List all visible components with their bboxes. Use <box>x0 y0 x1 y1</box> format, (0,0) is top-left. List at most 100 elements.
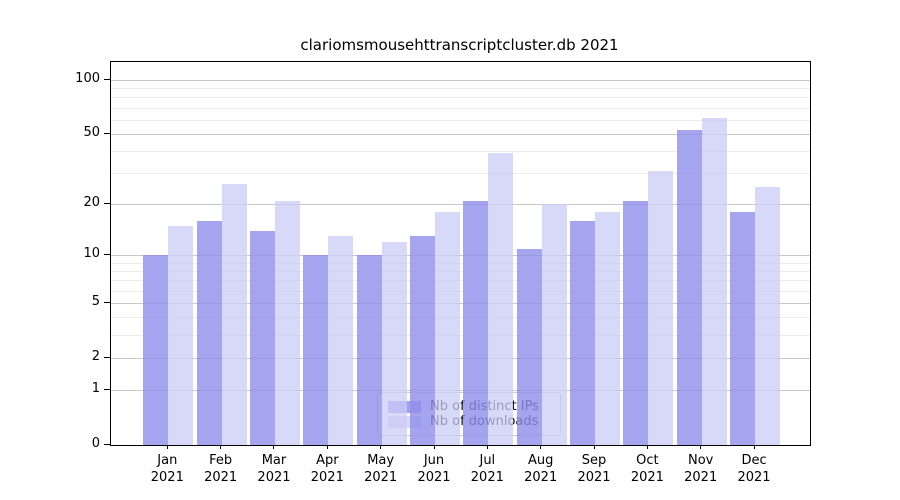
bar-downloads-mar <box>274 200 300 445</box>
y-axis-tick-label: 5 <box>91 294 100 310</box>
bar-distinct-ips-jun <box>410 236 435 445</box>
minor-gridline <box>111 290 810 292</box>
major-gridline <box>111 79 810 81</box>
x-label-year: 2021 <box>417 470 451 485</box>
x-label-year: 2021 <box>204 470 238 485</box>
major-gridline <box>111 203 810 205</box>
major-gridline <box>111 357 810 359</box>
x-axis-tick <box>486 445 488 449</box>
x-label-year: 2021 <box>684 470 718 485</box>
minor-gridline <box>111 280 810 282</box>
y-axis-tick <box>104 356 110 358</box>
x-axis-tick <box>540 445 542 449</box>
bar-downloads-apr <box>328 236 354 445</box>
bar-downloads-feb <box>221 184 247 445</box>
major-gridline <box>111 254 810 256</box>
major-gridline <box>111 389 810 391</box>
x-label-month: Nov <box>688 453 714 468</box>
x-axis-tick-label: Jul 2021 <box>457 452 517 486</box>
minor-gridline <box>111 97 810 99</box>
x-label-year: 2021 <box>630 470 664 485</box>
x-label-year: 2021 <box>524 470 558 485</box>
y-axis-tick <box>104 78 110 80</box>
x-axis-tick <box>753 445 755 449</box>
x-label-year: 2021 <box>470 470 504 485</box>
y-axis-tick <box>104 443 110 445</box>
major-gridline <box>111 133 810 135</box>
x-label-month: Mar <box>261 453 287 468</box>
bar-distinct-ips-feb <box>196 221 222 445</box>
minor-gridline <box>111 107 810 109</box>
minor-gridline <box>111 173 810 175</box>
x-label-year: 2021 <box>257 470 291 485</box>
x-label-year: 2021 <box>310 470 344 485</box>
x-label-month: Jan <box>157 453 178 468</box>
bar-downloads-aug <box>541 204 567 445</box>
x-label-year: 2021 <box>577 470 611 485</box>
y-axis-tick <box>104 253 110 255</box>
bar-distinct-ips-oct <box>623 200 649 445</box>
y-axis-tick-label: 100 <box>75 71 100 87</box>
x-axis-tick <box>166 445 168 449</box>
minor-gridline <box>111 334 810 336</box>
y-axis-tick-label: 1 <box>91 381 100 397</box>
minor-gridline <box>111 317 810 319</box>
x-label-month: Jun <box>423 453 445 468</box>
major-gridline <box>111 302 810 304</box>
x-axis-tick-label: Feb 2021 <box>191 452 251 486</box>
x-label-month: Jul <box>479 453 496 468</box>
y-axis-tick-label: 20 <box>83 195 100 211</box>
bar-downloads-may <box>381 242 407 445</box>
y-axis-tick <box>104 388 110 390</box>
chart-title: clariomsmousehttranscriptcluster.db 2021 <box>300 36 619 54</box>
y-axis-tick <box>104 202 110 204</box>
y-axis-tick <box>104 132 110 134</box>
x-label-year: 2021 <box>737 470 771 485</box>
bar-distinct-ips-nov <box>676 129 702 445</box>
bar-downloads-sep <box>595 212 621 445</box>
x-axis-tick-label: Apr 2021 <box>297 452 357 486</box>
x-axis-tick <box>326 445 328 449</box>
x-label-year: 2021 <box>150 470 184 485</box>
minor-gridline <box>111 262 810 264</box>
x-label-month: Apr <box>316 453 339 468</box>
x-label-year: 2021 <box>364 470 398 485</box>
x-axis-tick <box>593 445 595 449</box>
x-label-month: May <box>367 453 395 468</box>
x-label-month: Oct <box>636 453 659 468</box>
minor-gridline <box>111 87 810 89</box>
bar-distinct-ips-aug <box>516 248 542 445</box>
y-axis-tick-label: 10 <box>83 246 100 262</box>
bar-downloads-dec <box>755 187 781 445</box>
x-axis-tick-label: Mar 2021 <box>244 452 304 486</box>
bar-distinct-ips-jul <box>463 200 489 445</box>
bar-distinct-ips-apr <box>303 255 329 445</box>
minor-gridline <box>111 150 810 152</box>
bar-downloads-jan <box>168 225 194 445</box>
bar-distinct-ips-dec <box>730 212 756 445</box>
x-axis-tick <box>646 445 648 449</box>
plot-area: Nb of distinct IPs Nb of downloads <box>110 61 811 446</box>
x-axis-tick-label: Oct 2021 <box>617 452 677 486</box>
x-axis-tick-label: Dec 2021 <box>724 452 784 486</box>
x-label-month: Aug <box>527 453 554 468</box>
x-label-month: Sep <box>581 453 607 468</box>
bar-downloads-jun <box>435 212 460 445</box>
x-axis-tick-label: Jan 2021 <box>137 452 197 486</box>
bar-downloads-nov <box>701 117 727 445</box>
y-axis-tick-label: 50 <box>83 125 100 141</box>
bar-distinct-ips-may <box>356 255 382 445</box>
x-axis-tick-label: Jun 2021 <box>404 452 464 486</box>
x-axis-tick-label: Nov 2021 <box>671 452 731 486</box>
x-axis-tick <box>273 445 275 449</box>
y-axis-tick-label: 0 <box>91 436 100 451</box>
x-axis-tick <box>380 445 382 449</box>
bar-downloads-jul <box>488 153 514 445</box>
y-axis-tick-label: 2 <box>91 349 100 365</box>
x-axis-tick <box>433 445 435 449</box>
bar-downloads-oct <box>648 171 674 445</box>
x-axis-tick-label: Sep 2021 <box>564 452 624 486</box>
x-axis-tick <box>700 445 702 449</box>
minor-gridline <box>111 270 810 272</box>
bar-distinct-ips-sep <box>570 221 596 445</box>
